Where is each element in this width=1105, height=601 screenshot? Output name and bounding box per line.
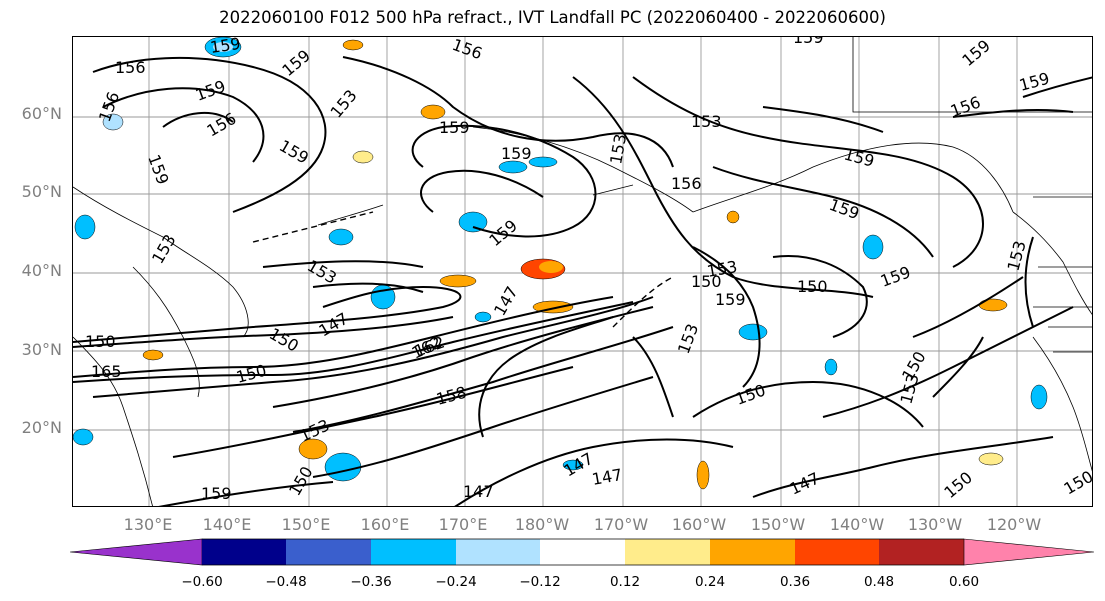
colorbar-tick: −0.60 xyxy=(181,574,223,590)
contour-label: 147 xyxy=(787,468,823,498)
contour-label: 162 xyxy=(412,332,447,360)
contour-label: 159 xyxy=(144,152,172,187)
colorbar-segment-0 xyxy=(69,538,203,566)
contour-label: 153 xyxy=(327,86,361,122)
contour-label: 147 xyxy=(490,283,522,319)
coastlines xyxy=(73,37,1092,506)
colorbar-tick: −0.24 xyxy=(435,574,477,590)
lon-label: 120°W xyxy=(986,515,1042,534)
colorbar-segment-2 xyxy=(286,539,371,565)
lon-label: 130°W xyxy=(907,515,963,534)
contour-label: 158 xyxy=(434,383,468,409)
contour-label: 147 xyxy=(590,465,623,489)
lat-label: 40°N xyxy=(21,261,62,280)
colorbar-tick: −0.48 xyxy=(265,574,307,590)
colorbar-tick: 0.12 xyxy=(609,574,641,590)
colorbar-tick: 0.60 xyxy=(948,574,980,590)
lat-label: 20°N xyxy=(21,418,62,437)
contour-label: 156 xyxy=(948,92,983,120)
contour-label: 159 xyxy=(501,144,532,163)
lon-label: 140°E xyxy=(202,515,252,534)
colorbar-svg xyxy=(69,538,1095,566)
contour-label: 156 xyxy=(671,174,702,193)
colorbar-segment-8 xyxy=(795,539,879,565)
contour-label: 150 xyxy=(691,272,722,291)
contour-label: 150 xyxy=(940,468,976,502)
contour-label: 153 xyxy=(691,112,722,131)
colorbar-tick: −0.36 xyxy=(350,574,392,590)
colorbar-tick: 0.36 xyxy=(779,574,811,590)
lon-label: 130°E xyxy=(123,515,173,534)
contour-label: 159 xyxy=(201,484,232,503)
map-panel: 159 156 159 159 156 156 153 159 159 159 … xyxy=(72,36,1093,507)
anomaly-blobs xyxy=(73,37,1048,490)
contour-label: 150 xyxy=(285,463,317,499)
colorbar xyxy=(69,538,1095,570)
map-title: 2022060100 F012 500 hPa refract., IVT La… xyxy=(219,8,886,27)
colorbar-tick: 0.48 xyxy=(863,574,895,590)
lon-label: 170°E xyxy=(438,515,488,534)
colorbar-segment-5 xyxy=(540,539,625,565)
lat-label: 50°N xyxy=(21,182,62,201)
colorbar-segment-7 xyxy=(710,539,795,565)
colorbar-segment-9 xyxy=(879,539,964,565)
contour-label: 156 xyxy=(450,37,485,63)
contour-label: 159 xyxy=(485,216,521,250)
colorbar-segment-10 xyxy=(963,538,1095,566)
contour-label: 165 xyxy=(91,362,122,381)
lon-label: 140°W xyxy=(829,515,885,534)
lon-label: 150°W xyxy=(750,515,806,534)
lon-label: 180°W xyxy=(514,515,570,534)
lat-label: 60°N xyxy=(21,104,62,123)
contour-label: 147 xyxy=(316,309,352,341)
contours xyxy=(73,56,1092,506)
dashed-line xyxy=(252,211,674,328)
map-plot: 159 156 159 159 156 156 153 159 159 159 … xyxy=(73,37,1094,506)
contour-label: 159 xyxy=(793,37,824,47)
contour-label: 150 xyxy=(733,380,768,408)
colorbar-segment-3 xyxy=(371,539,456,565)
lon-label: 170°W xyxy=(593,515,649,534)
contour-label: 159 xyxy=(715,290,746,309)
contour-label: 159 xyxy=(193,76,228,104)
contour-label: 150 xyxy=(1061,467,1094,499)
contour-label: 150 xyxy=(797,277,828,296)
lon-label: 160°W xyxy=(671,515,727,534)
contour-label: 150 xyxy=(85,332,116,351)
contour-label: 159 xyxy=(209,37,242,57)
contour-label: 159 xyxy=(276,136,312,168)
lon-label: 160°E xyxy=(360,515,410,534)
contour-label: 159 xyxy=(1017,69,1051,95)
contour-labels: 159 156 159 159 156 156 153 159 159 159 … xyxy=(85,37,1094,503)
contour-label: 153 xyxy=(606,132,630,165)
contour-label: 159 xyxy=(878,262,913,290)
contour-label: 147 xyxy=(463,482,494,501)
graticule xyxy=(73,37,1092,506)
colorbar-tick: 0.24 xyxy=(694,574,726,590)
colorbar-segment-4 xyxy=(456,539,540,565)
colorbar-tick: −0.12 xyxy=(519,574,561,590)
colorbar-segment-6 xyxy=(625,539,710,565)
contour-label: 156 xyxy=(115,58,146,77)
lat-label: 30°N xyxy=(21,340,62,359)
contour-label: 159 xyxy=(439,118,470,137)
contour-label: 159 xyxy=(958,37,994,70)
colorbar-segment-1 xyxy=(202,539,286,565)
contour-label: 159 xyxy=(827,195,862,223)
lon-label: 150°E xyxy=(281,515,331,534)
contour-label: 153 xyxy=(148,231,180,267)
